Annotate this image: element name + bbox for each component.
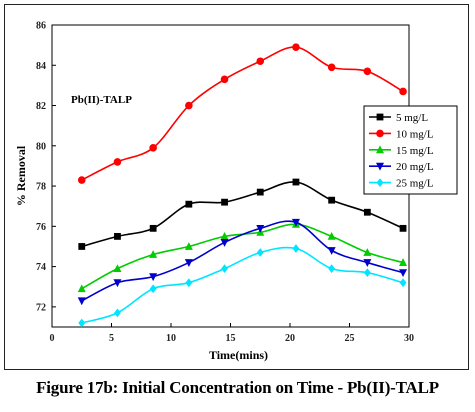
legend-label: 10 mg/L — [396, 128, 434, 140]
legend-item: 20 mg/L — [369, 161, 434, 173]
series-25-mg-l — [78, 244, 407, 328]
data-point — [327, 232, 336, 240]
legend-item: 25 mg/L — [369, 178, 434, 190]
data-point — [291, 218, 300, 227]
data-point — [327, 247, 336, 255]
data-point — [113, 264, 122, 273]
x-tick-label: 25 — [345, 333, 355, 344]
series-line — [81, 181, 404, 248]
legend-marker — [376, 113, 384, 121]
y-tick-label: 74 — [36, 262, 46, 273]
data-point — [185, 200, 193, 208]
data-point — [220, 232, 229, 240]
data-point — [77, 176, 86, 184]
x-tick-label: 10 — [166, 333, 176, 344]
data-point — [77, 284, 86, 293]
series-15-mg-l — [77, 219, 408, 293]
data-point — [256, 224, 265, 233]
legend-marker — [376, 162, 384, 171]
plot-border — [51, 24, 410, 328]
x-axis-title: Time(mins) — [209, 348, 268, 362]
data-point — [292, 244, 300, 253]
legend-label: 5 mg/L — [396, 112, 428, 124]
legend-marker — [376, 145, 384, 154]
data-point — [363, 259, 372, 267]
data-point — [220, 239, 229, 247]
series-line — [81, 246, 404, 324]
x-tick-label: 20 — [285, 333, 295, 344]
x-tick-label: 30 — [404, 333, 414, 344]
data-point — [363, 248, 372, 256]
legend-label: 25 mg/L — [396, 178, 434, 190]
legend-item: 10 mg/L — [369, 128, 434, 140]
data-point — [149, 250, 158, 258]
data-point — [78, 243, 86, 250]
series-10-mg-l — [77, 43, 407, 184]
legend-item: 15 mg/L — [369, 145, 434, 157]
data-point — [328, 196, 336, 204]
series-line — [81, 220, 404, 302]
data-point — [399, 87, 407, 96]
data-point — [185, 101, 193, 110]
data-point — [113, 158, 122, 166]
y-tick-label: 80 — [36, 141, 46, 152]
data-point — [292, 43, 300, 51]
x-tick-label: 5 — [109, 333, 114, 344]
legend: 5 mg/L 10 mg/L 15 mg/L 20 mg/L 25 mg/L — [363, 105, 458, 195]
legend-label: 20 mg/L — [396, 161, 434, 173]
series-layer — [77, 43, 408, 328]
legend-marker — [376, 178, 384, 187]
legend-item: 5 mg/L — [369, 112, 428, 124]
data-point — [292, 178, 300, 186]
data-point — [256, 57, 265, 66]
data-point — [363, 67, 372, 76]
data-point — [113, 279, 122, 288]
x-tick-label: 15 — [226, 333, 236, 344]
data-point — [149, 273, 158, 282]
line-chart: 0 5 10 15 20 25 30 72 74 76 78 80 82 84 86 Pb(II)-TALP… — [14, 21, 458, 362]
y-tick-label: 72 — [36, 302, 46, 313]
data-point — [114, 233, 121, 240]
data-point — [363, 208, 371, 216]
data-point — [328, 264, 336, 274]
data-point — [114, 308, 121, 318]
y-tick-label: 78 — [36, 182, 46, 193]
data-point — [149, 144, 157, 152]
y-tick-label: 86 — [36, 21, 46, 32]
legend-label: 15 mg/L — [396, 145, 434, 157]
data-point — [149, 284, 157, 294]
data-point — [78, 318, 86, 328]
data-point — [184, 242, 193, 250]
data-point — [399, 269, 408, 278]
chart-annotation: Pb(II)-TALP — [71, 94, 132, 106]
data-point — [399, 278, 407, 288]
y-axis-title: % Removal — [14, 145, 28, 206]
x-tick-label: 0 — [50, 333, 55, 344]
data-point — [220, 75, 229, 84]
data-point — [256, 188, 264, 196]
y-tick-label: 76 — [36, 222, 46, 233]
data-point — [399, 258, 408, 266]
data-point — [256, 248, 264, 257]
legend-marker — [376, 129, 384, 138]
y-tick-label: 82 — [36, 101, 46, 112]
data-point — [77, 297, 86, 306]
series-20-mg-l — [77, 218, 408, 306]
figure-caption: Figure 17b: Initial Concentration on Tim… — [36, 378, 439, 397]
series-5-mg-l — [78, 178, 407, 250]
chart-frame: 0 5 10 15 20 25 30 72 74 76 78 80 82 84 86 Pb(II)-TALP… — [4, 4, 469, 370]
data-point — [327, 63, 336, 72]
data-point — [184, 259, 193, 267]
data-point — [363, 268, 371, 278]
data-point — [185, 278, 193, 288]
data-point — [399, 224, 407, 232]
series-line — [81, 46, 404, 181]
data-point — [149, 224, 157, 232]
y-tick-label: 84 — [36, 61, 46, 72]
data-point — [221, 264, 228, 274]
data-point — [221, 198, 228, 206]
